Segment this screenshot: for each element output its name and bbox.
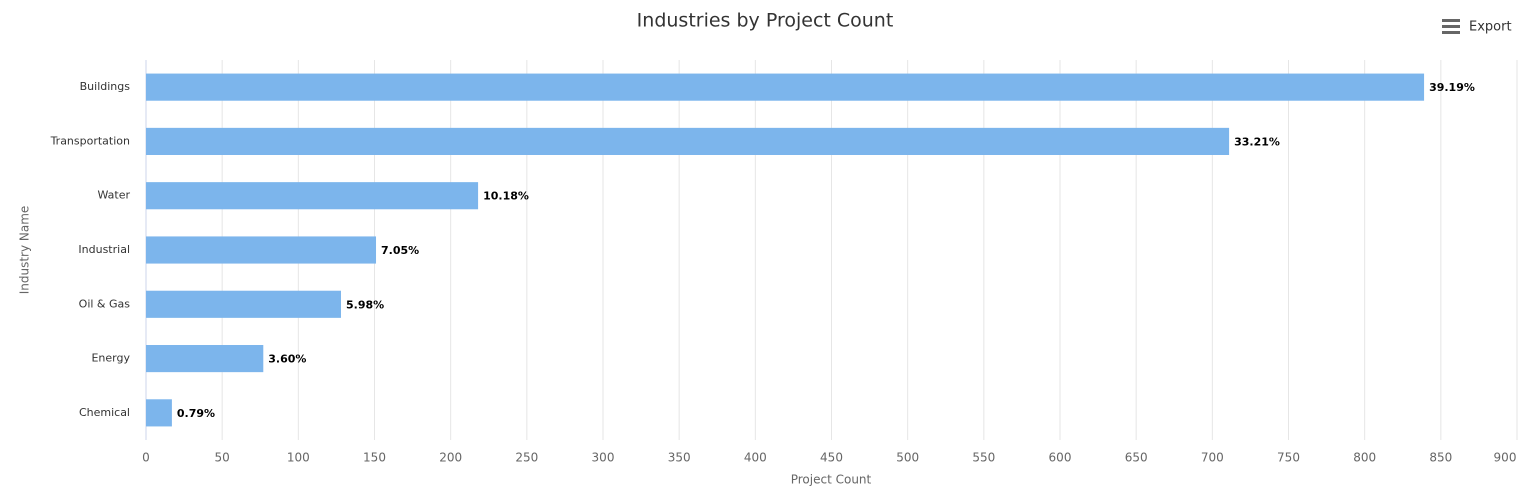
x-tick-label: 150 [363, 451, 386, 465]
x-tick-label: 100 [287, 451, 310, 465]
menu-icon-bar [1442, 25, 1460, 28]
y-tick-label: Energy [91, 352, 130, 365]
bar [146, 73, 1425, 101]
x-tick-label: 500 [896, 451, 919, 465]
x-tick-label: 200 [439, 451, 462, 465]
data-label: 10.18% [483, 190, 529, 203]
bar [146, 345, 264, 373]
x-tick-label: 450 [820, 451, 843, 465]
x-tick-label: 650 [1125, 451, 1148, 465]
bar [146, 127, 1230, 155]
export-button[interactable]: Export [1442, 19, 1512, 35]
y-axis-title: Industry Name [18, 206, 32, 295]
x-axis-title: Project Count [791, 473, 872, 487]
y-tick-label: Buildings [80, 80, 131, 93]
x-tick-label: 800 [1353, 451, 1376, 465]
data-label: 5.98% [346, 298, 384, 311]
x-tick-label: 850 [1429, 451, 1452, 465]
chart-title: Industries by Project Count [637, 10, 894, 32]
x-tick-label: 600 [1049, 451, 1072, 465]
x-tick-label: 750 [1277, 451, 1300, 465]
data-label: 39.19% [1429, 81, 1475, 94]
bar [146, 290, 341, 318]
x-tick-label: 550 [972, 451, 995, 465]
x-tick-label: 900 [1494, 451, 1517, 465]
x-tick-label: 50 [215, 451, 230, 465]
bar [146, 236, 377, 264]
x-tick-label: 400 [744, 451, 767, 465]
x-tick-label: 350 [668, 451, 691, 465]
data-label: 7.05% [381, 244, 419, 257]
x-tick-label: 0 [142, 451, 150, 465]
menu-icon-bar [1442, 19, 1460, 22]
y-tick-label: Industrial [78, 243, 130, 256]
y-tick-label: Water [97, 189, 130, 202]
bar [146, 182, 479, 210]
bar [146, 399, 172, 427]
data-label: 33.21% [1234, 135, 1280, 148]
y-tick-label: Oil & Gas [79, 297, 131, 310]
y-tick-label: Chemical [79, 406, 130, 419]
data-label: 3.60% [268, 353, 306, 366]
x-tick-label: 250 [515, 451, 538, 465]
x-tick-label: 700 [1201, 451, 1224, 465]
data-label: 0.79% [177, 407, 215, 420]
x-tick-label: 300 [592, 451, 615, 465]
y-tick-label: Transportation [50, 134, 130, 147]
menu-icon-bar [1442, 31, 1460, 34]
export-label[interactable]: Export [1469, 20, 1512, 35]
